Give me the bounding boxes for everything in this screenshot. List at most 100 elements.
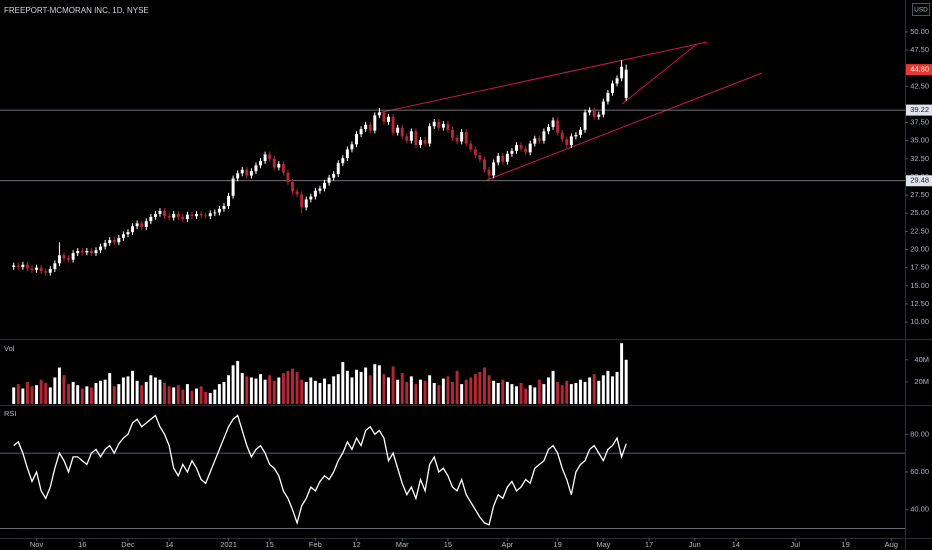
y-tick-label: 40M xyxy=(914,355,929,364)
candle-body xyxy=(496,155,500,163)
volume-bar xyxy=(208,392,212,404)
volume-bar xyxy=(236,360,240,404)
y-tick-label: 47.50 xyxy=(910,45,929,54)
candle-body xyxy=(505,153,509,162)
candle-body xyxy=(217,208,221,213)
candle-body xyxy=(25,264,29,269)
volume-bar xyxy=(281,373,285,404)
y-tick-label: 25.00 xyxy=(910,208,929,217)
candle-body xyxy=(336,163,340,175)
candle-body xyxy=(99,246,103,251)
volume-bar xyxy=(291,368,295,404)
candle-body xyxy=(263,154,267,162)
candle-body xyxy=(405,136,409,141)
x-tick-label: 2021 xyxy=(220,540,237,549)
y-tick-label: 80.00 xyxy=(910,429,929,438)
candle-body xyxy=(528,143,532,153)
candle-body xyxy=(327,177,331,183)
candle-body xyxy=(578,129,582,135)
x-tick-label: 12 xyxy=(352,540,360,549)
candle-body xyxy=(172,213,176,218)
candle-body xyxy=(53,263,57,270)
candle-body xyxy=(537,138,541,141)
candle-body xyxy=(44,271,48,273)
candle-body xyxy=(345,149,349,159)
volume-bar xyxy=(414,384,418,404)
volume-bar xyxy=(341,362,345,404)
candle-body xyxy=(437,121,441,128)
candle-body xyxy=(341,158,345,164)
x-tick-label: 19 xyxy=(553,540,561,549)
candle-body xyxy=(204,215,208,217)
volume-bar xyxy=(44,383,48,404)
candle-body xyxy=(176,213,180,217)
volume-bar xyxy=(345,370,349,404)
candle-body xyxy=(153,213,157,217)
volume-bar xyxy=(172,387,176,404)
last-price-label: 44.80 xyxy=(910,65,929,74)
candle-body xyxy=(469,143,473,150)
volume-bar xyxy=(400,373,404,404)
candle-body xyxy=(231,178,235,196)
volume-bar xyxy=(323,378,327,404)
volume-bar xyxy=(588,377,592,404)
candle-body xyxy=(423,139,427,144)
volume-bar xyxy=(437,385,441,404)
candle-body xyxy=(71,253,75,260)
candle-body xyxy=(323,182,327,189)
candle-body xyxy=(85,250,89,253)
candle-body xyxy=(510,150,514,154)
x-tick-label: Dec xyxy=(121,540,135,549)
volume-bar xyxy=(249,377,253,404)
candle-body xyxy=(268,154,272,159)
volume-bar xyxy=(574,383,578,404)
candle-body xyxy=(291,182,295,192)
volume-bar xyxy=(419,379,422,404)
volume-bar xyxy=(519,383,523,404)
candle-body xyxy=(94,250,98,254)
y-tick-label: 35.00 xyxy=(910,136,929,145)
volume-bar xyxy=(80,388,84,404)
volume-bar xyxy=(185,384,189,404)
x-tick-label: 19 xyxy=(841,540,849,549)
candle-body xyxy=(117,237,121,243)
volume-bar xyxy=(560,385,564,404)
candle-body xyxy=(519,145,523,149)
candle-body xyxy=(236,173,240,179)
candle-body xyxy=(565,139,569,146)
candle-body xyxy=(16,265,20,267)
candle-body xyxy=(21,264,25,267)
price-badge-label: 29.48 xyxy=(910,176,929,185)
candle-body xyxy=(304,199,308,208)
volume-title: Vol xyxy=(4,344,15,353)
x-tick-label: 15 xyxy=(444,540,452,549)
volume-bar xyxy=(391,366,395,404)
candle-body xyxy=(377,112,381,116)
candle-body xyxy=(473,149,477,156)
candle-body xyxy=(131,226,135,233)
candle-body xyxy=(259,161,263,166)
x-tick-label: May xyxy=(596,540,610,549)
volume-bar xyxy=(578,379,582,404)
candle-body xyxy=(569,136,573,146)
volume-bar xyxy=(537,379,541,404)
volume-bar xyxy=(505,381,509,404)
x-tick-label: Mar xyxy=(396,540,409,549)
volume-bar xyxy=(469,377,473,404)
volume-bar xyxy=(313,380,317,404)
candle-body xyxy=(62,255,66,259)
currency-box[interactable] xyxy=(912,3,930,16)
volume-bar xyxy=(428,375,432,404)
candle-body xyxy=(396,127,400,133)
candle-body xyxy=(542,131,546,141)
candle-body xyxy=(222,205,226,209)
candle-body xyxy=(574,134,578,137)
volume-bar xyxy=(597,380,601,404)
volume-bar xyxy=(460,384,464,404)
volume-bar xyxy=(336,374,340,404)
candle-body xyxy=(419,139,422,146)
trend-channel xyxy=(377,41,763,181)
currency-label[interactable]: USD xyxy=(914,7,928,14)
y-tick-label: 42.50 xyxy=(910,81,929,90)
